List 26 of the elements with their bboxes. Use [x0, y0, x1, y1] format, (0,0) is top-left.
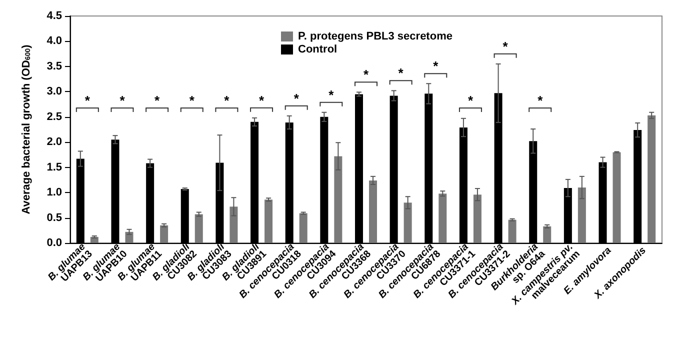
annotation: *: [502, 38, 509, 54]
annotation: *: [538, 93, 544, 108]
y-tick-label: 0.5: [46, 212, 62, 224]
y-tick-label: 0.0: [46, 237, 62, 249]
annotation: *: [120, 93, 126, 108]
y-tick-label: 2.0: [46, 136, 62, 148]
y-tick-label: 4.5: [46, 10, 62, 22]
legend-label: P. protegens PBL3 secretome: [298, 30, 452, 42]
annotation: *: [294, 90, 300, 106]
y-tick-label: 3.5: [46, 60, 62, 72]
y-tick-label: 4.0: [46, 35, 62, 48]
y-tick-label: 2.5: [46, 110, 62, 123]
y-tick-label: 1.5: [46, 161, 62, 174]
annotation: *: [154, 93, 161, 108]
annotation: *: [189, 93, 196, 108]
legend-label: Control: [298, 44, 338, 56]
annotation: *: [84, 93, 91, 108]
annotation: *: [433, 58, 440, 74]
annotation: *: [363, 67, 370, 82]
annotation: *: [224, 93, 230, 108]
y-tick-label: 3.0: [46, 86, 62, 98]
y-tick-label: 1.0: [46, 186, 62, 199]
annotation: *: [259, 92, 265, 108]
annotation: *: [468, 93, 474, 108]
annotation: *: [328, 87, 335, 102]
annotation: *: [398, 66, 404, 81]
